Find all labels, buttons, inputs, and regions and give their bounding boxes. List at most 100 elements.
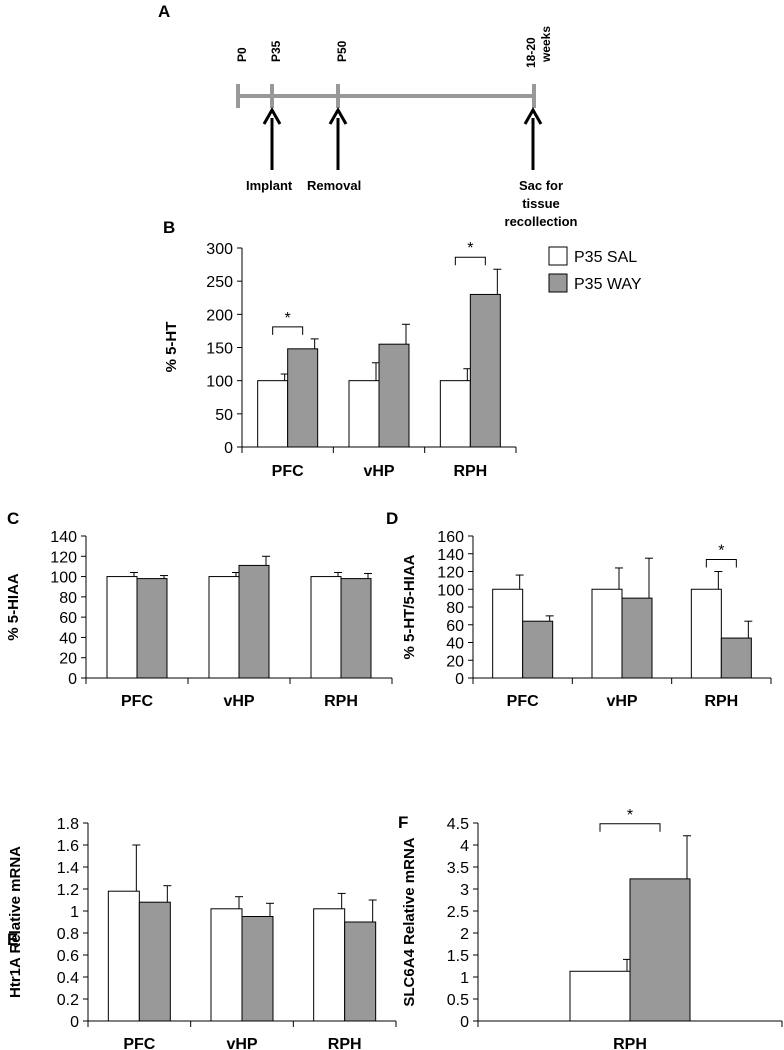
panel-letter-b: B (163, 218, 175, 237)
y-tick-label-e: 0.2 (57, 992, 79, 1009)
bar-d-vhp-way (621, 597, 653, 679)
significance-star-b: * (285, 310, 291, 327)
y-tick-label-e: 1.8 (57, 816, 79, 833)
y-tick-label-f: 0.5 (447, 992, 469, 1009)
y-axis-label-d: % 5-HT/5-HIAA (401, 554, 418, 659)
y-tick-label-d: 60 (446, 618, 464, 635)
y-tick-label-e: 0 (70, 1014, 79, 1031)
sac-label-3: recollection (505, 214, 578, 229)
y-tick-label-f: 3.5 (447, 860, 469, 877)
chart-c: C % 5-HIAA 0 20 40 60 80 100 120 140 PFC vHP RPH (5, 509, 393, 710)
legend-swatch-way (548, 273, 568, 293)
y-tick-label-e: 0.8 (57, 926, 79, 943)
legend: P35 SAL P35 WAY (548, 246, 642, 293)
legend-label-way: P35 WAY (574, 276, 642, 293)
bar-e-rph-sal (313, 908, 346, 1022)
y-tick-label-d: 120 (437, 565, 464, 582)
y-tick-label-b: 300 (206, 241, 233, 258)
bar-c-rph-sal (310, 576, 342, 679)
timeline-label-p0: P0 (235, 47, 249, 62)
legend-swatch-sal (548, 246, 568, 266)
y-tick-label-d: 40 (446, 636, 464, 653)
bar-b-rph-sal (439, 380, 471, 448)
y-tick-label-f: 0 (460, 1014, 469, 1031)
bar-e-vhp-way (241, 916, 274, 1022)
bar-d-rph-sal (690, 588, 722, 679)
significance-bracket-b (272, 326, 304, 335)
bar-b-rph-way (469, 293, 501, 448)
bar-e-pfc-sal (107, 890, 140, 1022)
category-label-e: RPH (328, 1036, 362, 1050)
y-tick-label-e: 0.6 (57, 948, 79, 965)
bar-d-rph-way (720, 637, 752, 679)
y-tick-label-f: 2 (460, 926, 469, 943)
bar-d-pfc-way (522, 620, 554, 679)
chart-f: F SLC6A4 Relative mRNA 0 0.5 1 1.5 2 2.5 3 3.5 4 4.… (398, 807, 783, 1050)
y-tick-label-b: 250 (206, 274, 233, 291)
y-axis-label-e: Htr1A Relative mRNA (7, 846, 24, 998)
y-tick-label-e: 1 (70, 904, 79, 921)
y-tick-label-c: 100 (50, 570, 77, 587)
event-implant-label: Implant (246, 178, 293, 193)
y-tick-label-f: 4 (460, 838, 469, 855)
timeline-panel: A P0 P35 P50 18-20 weeks Implant Removal… (158, 2, 578, 229)
category-label-c: vHP (223, 693, 254, 710)
y-axis-label-c: % 5-HIAA (5, 573, 22, 641)
timeline-label-end-2: weeks (539, 26, 553, 63)
y-tick-label-f: 4.5 (447, 816, 469, 833)
bar-c-pfc-way (136, 578, 168, 679)
significance-bracket-d (705, 559, 737, 568)
bar-c-vhp-way (238, 564, 270, 679)
y-tick-label-d: 80 (446, 600, 464, 617)
y-tick-label-e: 0.4 (57, 970, 79, 987)
y-tick-label-c: 80 (59, 590, 77, 607)
bar-c-pfc-sal (106, 576, 138, 679)
category-label-d: RPH (704, 693, 738, 710)
removal-arrow (328, 106, 348, 170)
legend-label-sal: P35 SAL (574, 249, 637, 266)
y-tick-label-c: 60 (59, 610, 77, 627)
significance-star-d: * (718, 543, 724, 560)
y-tick-label-d: 140 (437, 547, 464, 564)
panel-letter-a: A (158, 2, 170, 21)
category-label-c: PFC (121, 693, 153, 710)
y-tick-label-c: 140 (50, 529, 77, 546)
bar-d-pfc-sal (492, 588, 524, 679)
category-label-c: RPH (324, 693, 358, 710)
significance-bracket-f (599, 823, 661, 832)
y-tick-label-b: 0 (224, 440, 233, 457)
y-tick-label-b: 50 (215, 407, 233, 424)
sac-arrow (523, 106, 543, 170)
bar-e-rph-way (344, 921, 377, 1022)
bar-c-rph-way (340, 578, 372, 679)
sac-label-2: tissue (522, 196, 560, 211)
panel-letter-e: E (7, 930, 18, 949)
category-label-b: vHP (363, 463, 394, 480)
bar-e-pfc-way (138, 901, 171, 1022)
panel-letter-f: F (398, 813, 408, 832)
chart-b: B % 5-HT 0 50 100 150 200 250 300 PFC * vHP RPH * (163, 218, 517, 480)
y-tick-label-f: 3 (460, 882, 469, 899)
bar-b-vhp-way (378, 343, 410, 448)
bar-e-vhp-sal (210, 908, 243, 1022)
panel-letter-c: C (7, 509, 19, 528)
timeline-label-p50: P50 (335, 40, 349, 62)
sac-label-1: Sac for (519, 178, 563, 193)
y-tick-label-d: 100 (437, 582, 464, 599)
y-tick-label-c: 20 (59, 651, 77, 668)
y-tick-label-f: 1.5 (447, 948, 469, 965)
category-label-d: vHP (606, 693, 637, 710)
significance-star-b: * (467, 240, 473, 257)
panel-letter-d: D (386, 509, 398, 528)
y-axis-label-f: SLC6A4 Relative mRNA (401, 837, 418, 1006)
y-tick-label-b: 150 (206, 341, 233, 358)
y-tick-label-c: 120 (50, 549, 77, 566)
y-tick-label-b: 100 (206, 374, 233, 391)
category-label-e: vHP (226, 1036, 257, 1050)
y-tick-label-d: 160 (437, 529, 464, 546)
significance-star-f: * (627, 807, 633, 824)
timeline-label-end-1: 18-20 (524, 37, 538, 68)
bar-d-vhp-sal (591, 588, 623, 679)
